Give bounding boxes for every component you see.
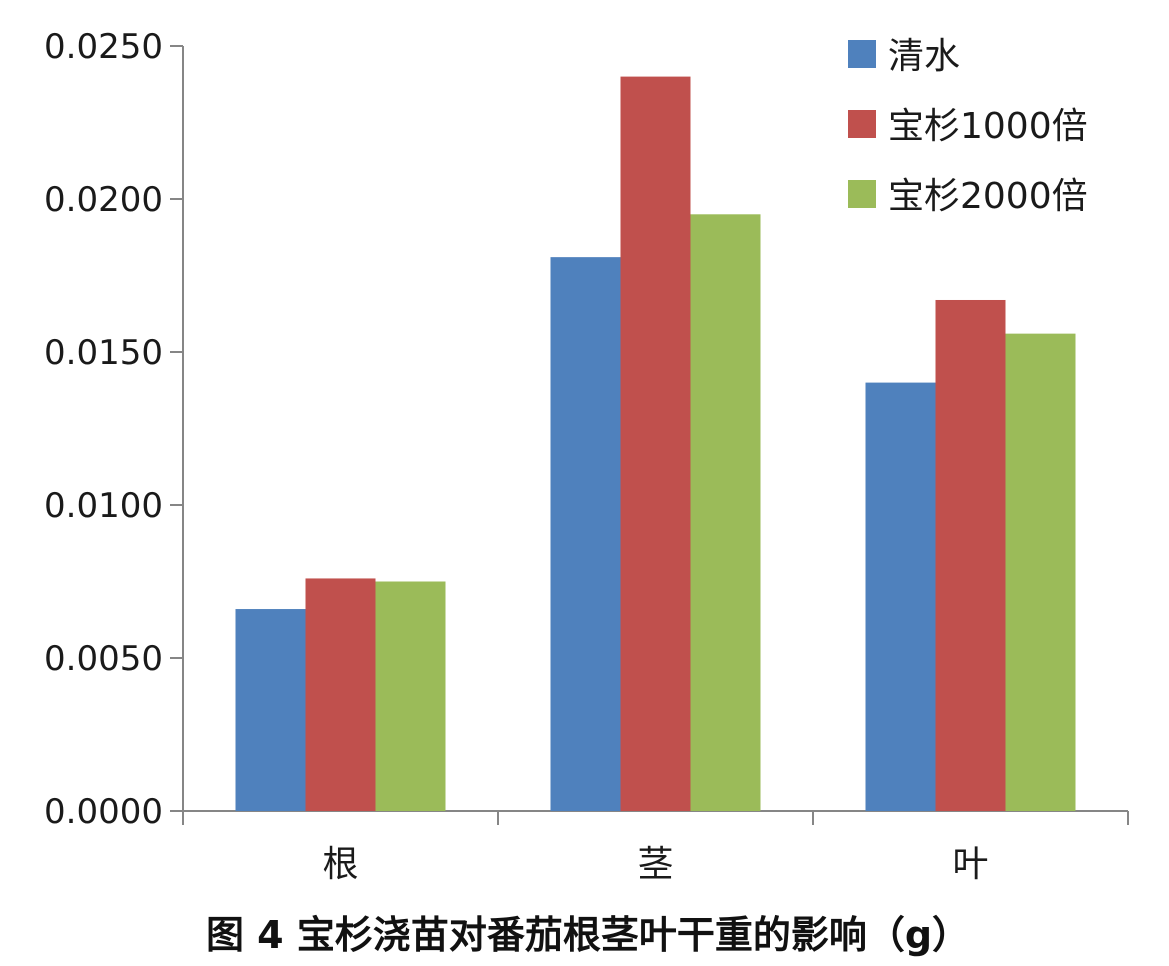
bar-1-3 — [865, 382, 936, 811]
y-tick-label: 0.0100 — [44, 486, 163, 526]
category-labels: 根茎叶 — [322, 844, 988, 885]
legend-label: 宝杉2000倍 — [888, 176, 1088, 217]
y-tick-label: 0.0050 — [44, 639, 163, 679]
bar-1-2 — [550, 257, 621, 811]
y-tick-label: 0.0150 — [44, 333, 163, 373]
bar-3-1 — [375, 581, 446, 811]
legend-swatch — [848, 40, 876, 68]
legend-swatch — [848, 180, 876, 208]
legend-label: 宝杉1000倍 — [888, 106, 1088, 147]
bar-1-1 — [235, 609, 306, 811]
chart-caption: 图 4 宝杉浇苗对番茄根茎叶干重的影响（g） — [206, 913, 970, 957]
y-tick-label: 0.0000 — [44, 792, 163, 832]
x-category-label: 根 — [322, 844, 358, 885]
bar-2-3 — [935, 299, 1006, 811]
x-category-label: 茎 — [637, 844, 673, 885]
bar-2-2 — [620, 76, 691, 812]
y-tick-label: 0.0250 — [44, 27, 163, 67]
y-tick-labels: 0.0000 0.0050 0.0100 0.0150 0.0200 0.0250 — [44, 27, 163, 832]
bar-2-1 — [305, 578, 376, 811]
legend-swatch — [848, 110, 876, 138]
x-category-label: 叶 — [952, 844, 988, 885]
legend-label: 清水 — [888, 36, 960, 77]
bar-3-2 — [690, 214, 761, 812]
y-tick-label: 0.0200 — [44, 180, 163, 220]
bars — [235, 76, 1076, 812]
bar-3-3 — [1005, 333, 1076, 811]
